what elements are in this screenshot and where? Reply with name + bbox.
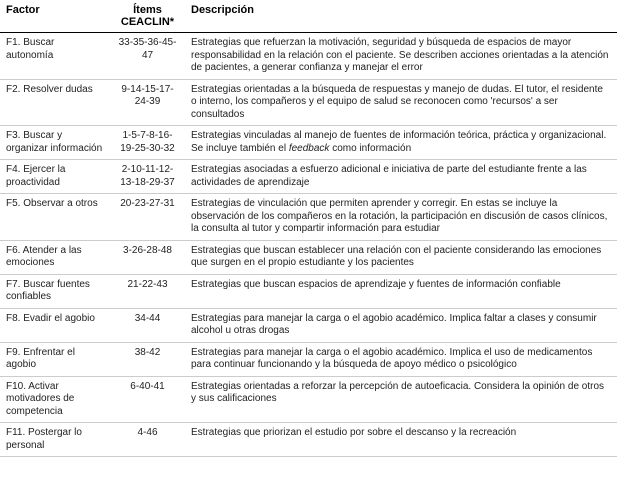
cell-desc: Estrategias vinculadas al manejo de fuen… [185,126,617,160]
cell-items: 33-35-36-45-47 [110,33,185,80]
cell-items: 34-44 [110,308,185,342]
table-row: F5. Observar a otros20-23-27-31Estrategi… [0,194,617,241]
cell-items: 38-42 [110,342,185,376]
col-header-factor: Factor [0,0,110,33]
cell-factor: F8. Evadir el agobio [0,308,110,342]
table-row: F10. Activar motivadores de competencia6… [0,376,617,423]
cell-factor: F2. Resolver dudas [0,79,110,126]
cell-desc: Estrategias orientadas a la búsqueda de … [185,79,617,126]
table-row: F6. Atender a las emociones3-26-28-48Est… [0,240,617,274]
table-header-row: Factor Ítems CEACLIN* Descripción [0,0,617,33]
cell-factor: F10. Activar motivadores de competencia [0,376,110,423]
factors-table: Factor Ítems CEACLIN* Descripción F1. Bu… [0,0,617,457]
table-row: F11. Postergar lo personal4-46Estrategia… [0,423,617,457]
cell-desc: Estrategias que buscan establecer una re… [185,240,617,274]
table-row: F9. Enfrentar el agobio38-42Estrategias … [0,342,617,376]
cell-desc: Estrategias para manejar la carga o el a… [185,342,617,376]
table-row: F3. Buscar y organizar información1-5-7-… [0,126,617,160]
cell-items: 3-26-28-48 [110,240,185,274]
cell-factor: F6. Atender a las emociones [0,240,110,274]
cell-factor: F1. Buscar autonomía [0,33,110,80]
cell-desc: Estrategias asociadas a esfuerzo adicion… [185,160,617,194]
table-row: F7. Buscar fuentes confiables21-22-43Est… [0,274,617,308]
cell-desc: Estrategias que refuerzan la motivación,… [185,33,617,80]
cell-factor: F7. Buscar fuentes confiables [0,274,110,308]
table-row: F4. Ejercer la proactividad2-10-11-12-13… [0,160,617,194]
table-row: F8. Evadir el agobio34-44Estrategias par… [0,308,617,342]
cell-desc: Estrategias que priorizan el estudio por… [185,423,617,457]
cell-desc: Estrategias orientadas a reforzar la per… [185,376,617,423]
col-header-items: Ítems CEACLIN* [110,0,185,33]
table-row: F1. Buscar autonomía33-35-36-45-47Estrat… [0,33,617,80]
cell-items: 6-40-41 [110,376,185,423]
cell-factor: F4. Ejercer la proactividad [0,160,110,194]
cell-desc: Estrategias para manejar la carga o el a… [185,308,617,342]
cell-items: 21-22-43 [110,274,185,308]
cell-factor: F5. Observar a otros [0,194,110,241]
cell-items: 9-14-15-17-24-39 [110,79,185,126]
cell-items: 4-46 [110,423,185,457]
col-header-desc: Descripción [185,0,617,33]
cell-desc: Estrategias que buscan espacios de apren… [185,274,617,308]
cell-items: 1-5-7-8-16-19-25-30-32 [110,126,185,160]
cell-factor: F9. Enfrentar el agobio [0,342,110,376]
cell-items: 2-10-11-12-13-18-29-37 [110,160,185,194]
cell-items: 20-23-27-31 [110,194,185,241]
cell-factor: F3. Buscar y organizar información [0,126,110,160]
table-row: F2. Resolver dudas9-14-15-17-24-39Estrat… [0,79,617,126]
cell-desc: Estrategias de vinculación que permiten … [185,194,617,241]
cell-factor: F11. Postergar lo personal [0,423,110,457]
